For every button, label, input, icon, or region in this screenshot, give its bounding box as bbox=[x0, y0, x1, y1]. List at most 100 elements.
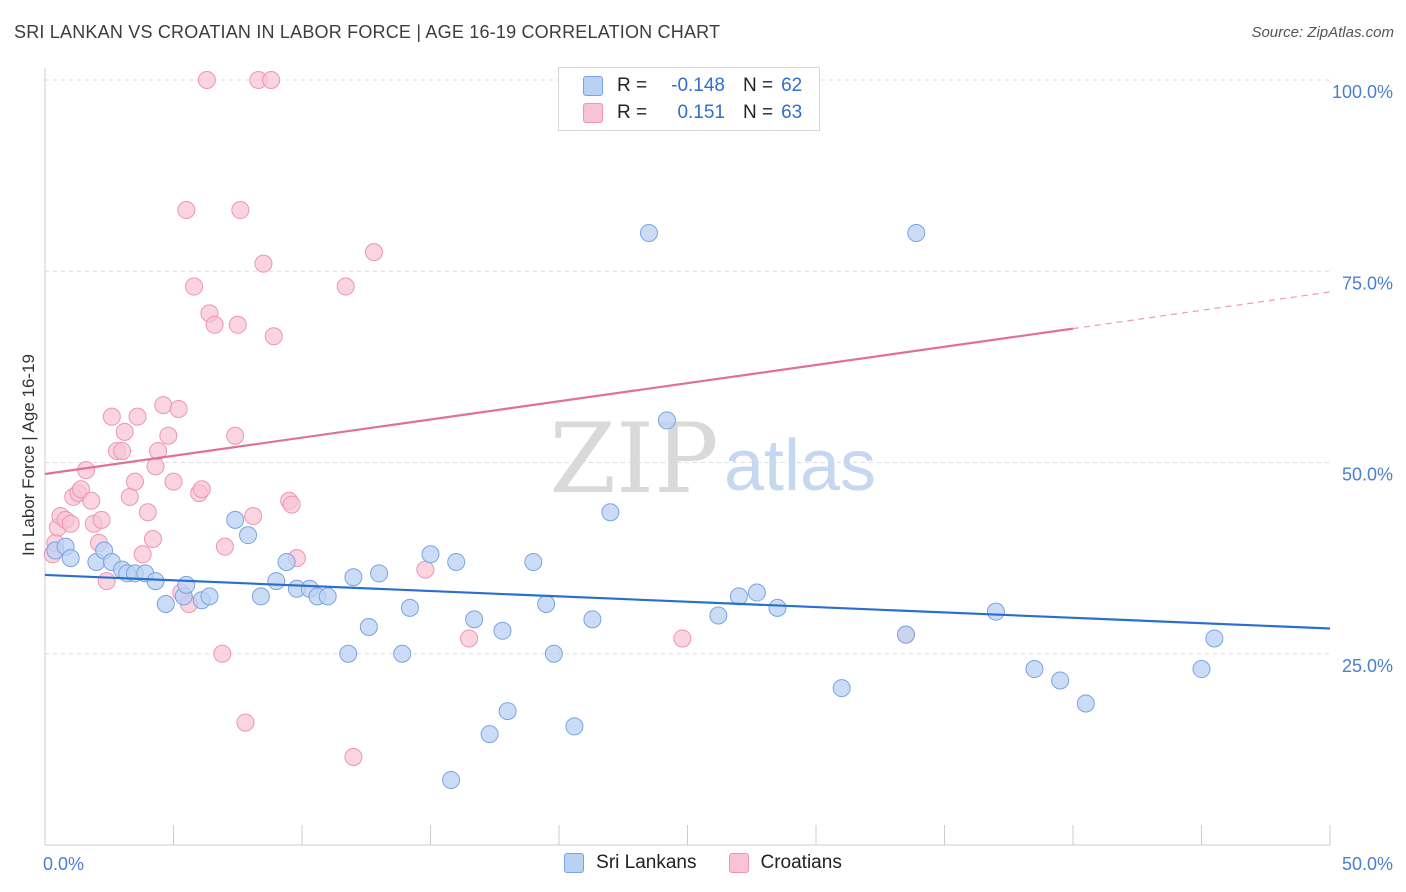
legend-n-value: 63 bbox=[781, 102, 803, 123]
croatians-point-54 bbox=[336, 277, 355, 296]
trend-lines bbox=[44, 291, 1331, 630]
sri-lankans-point-56 bbox=[1076, 694, 1095, 713]
sri-lankans-point-27 bbox=[359, 617, 378, 636]
sri-lankans-point-55 bbox=[1051, 671, 1070, 690]
sri-lankans-point-41 bbox=[565, 717, 584, 736]
croatians-point-39 bbox=[205, 315, 224, 334]
croatians-point-30 bbox=[169, 399, 188, 418]
sri-lankans-point-49 bbox=[768, 598, 787, 617]
croatians-point-60 bbox=[673, 629, 692, 648]
chart-title: SRI LANKAN VS CROATIAN IN LABOR FORCE | … bbox=[14, 22, 721, 42]
sri-lankans-point-39 bbox=[537, 595, 556, 614]
sri-lankans-point-2 bbox=[61, 549, 80, 568]
y-tick-label-2: 75.0% bbox=[1342, 273, 1393, 293]
croatians-point-52 bbox=[282, 495, 301, 514]
sri-lankans-point-35 bbox=[480, 725, 499, 744]
sri-lankans-point-52 bbox=[896, 625, 915, 644]
croatians-point-56 bbox=[364, 243, 383, 262]
sri-lankans-point-48 bbox=[747, 583, 766, 602]
croatians-point-23 bbox=[138, 503, 157, 522]
croatians-point-48 bbox=[254, 254, 273, 273]
sri-lankans-point-46 bbox=[709, 606, 728, 625]
sri-lankans-point-25 bbox=[339, 644, 358, 663]
croatians-point-32 bbox=[177, 201, 196, 220]
legend-r-value: -0.148 bbox=[671, 75, 725, 96]
legend-n-label: N = bbox=[743, 75, 774, 96]
legend-item-sri-lankans: Sri Lankans bbox=[564, 852, 697, 874]
series-legend: Sri Lankans Croatians bbox=[0, 852, 1406, 874]
sri-lankans-point-42 bbox=[583, 610, 602, 629]
axes: 25.0% 50.0% 75.0% 100.0% 0.0% 50.0% bbox=[43, 68, 1393, 874]
sri-lankans-point-44 bbox=[639, 224, 658, 242]
sri-lankans-point-19 bbox=[267, 572, 286, 591]
x-tick-label-0: 0.0% bbox=[43, 854, 84, 874]
croatians-point-34 bbox=[185, 277, 204, 296]
legend-item-croatians: Croatians bbox=[728, 852, 842, 874]
sri-lankans-point-32 bbox=[442, 770, 461, 789]
sri-lankans-point-57 bbox=[1192, 660, 1211, 679]
legend-swatch-blue bbox=[583, 76, 603, 96]
croatians-point-40 bbox=[213, 644, 232, 663]
croatians-trend-line bbox=[44, 327, 1074, 476]
croatians-point-8 bbox=[71, 480, 90, 499]
croatians-point-28 bbox=[159, 426, 178, 445]
sri-lankans-point-31 bbox=[421, 545, 440, 564]
legend-label-sri-lankans: Sri Lankans bbox=[596, 852, 697, 873]
watermark-atlas: atlas bbox=[724, 426, 876, 506]
croatians-point-58 bbox=[460, 629, 479, 648]
croatians-point-44 bbox=[231, 201, 250, 220]
croatians-point-10 bbox=[82, 491, 101, 510]
x-tick-label-1: 50.0% bbox=[1342, 854, 1393, 874]
watermark-zip: ZIP bbox=[549, 403, 718, 515]
legend-swatch-blue bbox=[564, 853, 585, 873]
sri-lankans-point-28 bbox=[370, 564, 389, 583]
legend-r-label: R = bbox=[617, 102, 648, 123]
sri-lankans-point-15 bbox=[200, 587, 219, 606]
legend-row-sri-lankans: R = -0.148 N = 62 bbox=[583, 72, 802, 100]
legend-swatch-pink bbox=[728, 853, 749, 873]
legend-n-label: N = bbox=[743, 102, 774, 123]
sri-lankans-point-53 bbox=[986, 602, 1005, 621]
sri-lankans-point-13 bbox=[177, 575, 196, 594]
croatians-point-37 bbox=[197, 71, 216, 89]
croatians-point-55 bbox=[344, 748, 363, 767]
y-tick-label-0: 25.0% bbox=[1342, 656, 1393, 676]
sri-lankans-point-34 bbox=[465, 610, 484, 629]
croatians-point-49 bbox=[262, 71, 281, 89]
sri-lankans-point-47 bbox=[729, 587, 748, 606]
croatians-point-14 bbox=[97, 572, 116, 591]
croatians-point-15 bbox=[102, 407, 121, 426]
sri-lankans-point-40 bbox=[544, 644, 563, 663]
sri-lankans-point-37 bbox=[498, 702, 517, 721]
croatians-point-20 bbox=[125, 472, 144, 491]
croatians-point-41 bbox=[215, 537, 234, 556]
sri-lankans-point-20 bbox=[277, 552, 296, 571]
watermark: ZIP atlas bbox=[549, 403, 876, 515]
sri-lankans-trend-line bbox=[44, 573, 1331, 630]
croatians-point-26 bbox=[149, 442, 168, 461]
y-tick-label-3: 100.0% bbox=[1332, 82, 1393, 102]
croatians-point-43 bbox=[228, 315, 247, 334]
sri-lankans-point-43 bbox=[601, 503, 620, 522]
croatians-point-29 bbox=[164, 472, 183, 491]
sri-lankans-point-36 bbox=[493, 621, 512, 640]
croatians-point-42 bbox=[226, 426, 245, 445]
croatians-point-50 bbox=[264, 327, 283, 346]
sri-lankans-point-33 bbox=[447, 552, 466, 571]
croatians-point-18 bbox=[115, 422, 134, 441]
legend-r-label: R = bbox=[617, 75, 648, 96]
y-axis-label: In Labor Force | Age 16-19 bbox=[19, 354, 38, 556]
legend-label-croatians: Croatians bbox=[760, 852, 842, 873]
sri-lankans-point-51 bbox=[907, 224, 926, 242]
croatians-point-46 bbox=[244, 507, 263, 526]
y-tick-label-1: 50.0% bbox=[1342, 465, 1393, 485]
croatians-point-17 bbox=[113, 442, 132, 461]
sri-lankans-point-54 bbox=[1025, 660, 1044, 679]
croatians-point-22 bbox=[133, 545, 152, 564]
croatians-point-27 bbox=[154, 396, 173, 415]
sri-lankans-point-18 bbox=[251, 587, 270, 606]
legend-n-value: 62 bbox=[781, 75, 803, 96]
croatians-point-21 bbox=[128, 407, 147, 426]
sri-lankans-point-16 bbox=[226, 510, 245, 529]
